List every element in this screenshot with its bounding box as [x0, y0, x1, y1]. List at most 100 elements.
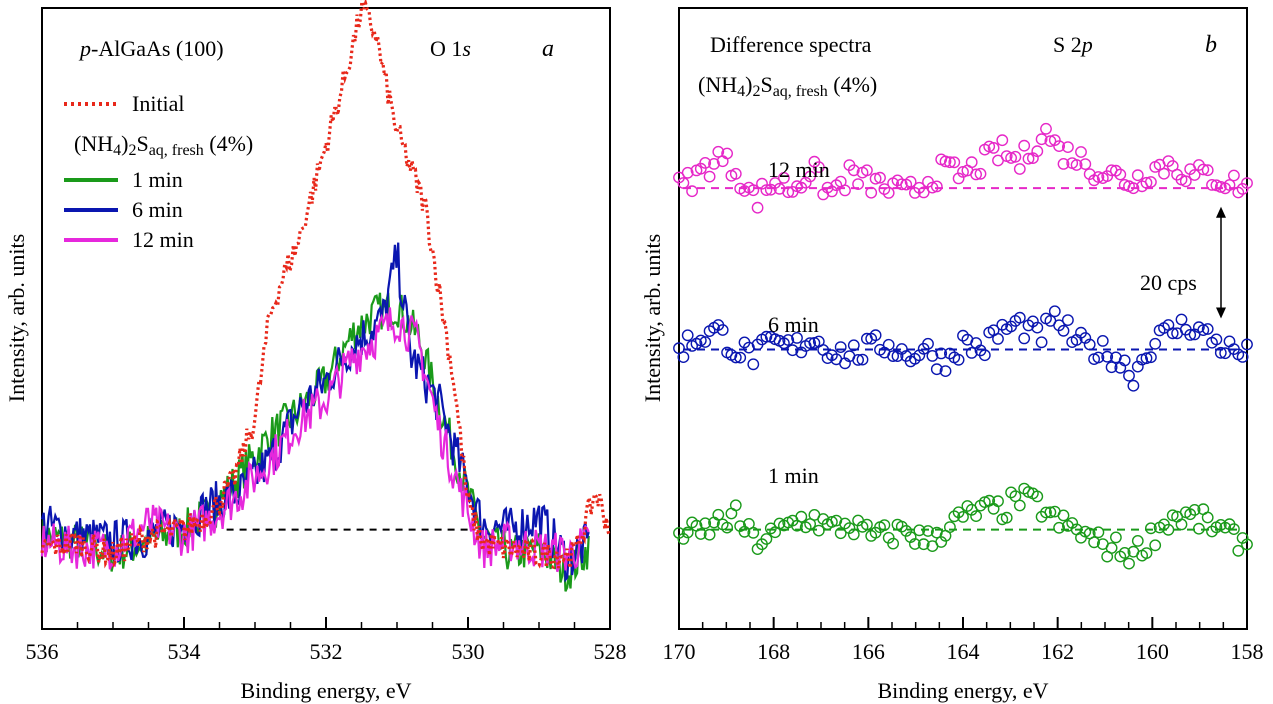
panel-b-tick-label: 158: [1231, 639, 1264, 664]
legend-6min-label: 6 min: [132, 197, 183, 222]
panel-b-point-12-min: [1075, 146, 1087, 158]
panel-b-point-12-min: [944, 156, 956, 169]
panel-b-point-1-min: [681, 526, 694, 539]
panel-b-point-1-min: [970, 510, 982, 522]
panel-b-point-12-min: [1040, 122, 1052, 135]
treatment-label-part: 4: [113, 142, 121, 159]
panel-b-ticks: [678, 617, 1248, 629]
panel-b-point-6-min: [681, 329, 694, 342]
panel-a-tick-label: 528: [594, 639, 627, 664]
series-initial-line: [40, 0, 612, 570]
panel-b-point-1-min: [1009, 490, 1022, 503]
panel-b-point-6-min: [1096, 334, 1109, 347]
panel-b-point-12-min: [812, 161, 825, 174]
panel-b-tick-label: 162: [1041, 639, 1074, 664]
panel-b-point-6-min: [760, 330, 773, 343]
panel-b-point-6-min: [1092, 351, 1105, 364]
panel-b-point-6-min: [1018, 332, 1031, 345]
treatment-label-part: ): [745, 72, 752, 97]
panel-b-point-6-min: [1062, 314, 1074, 326]
panel-b-point-12-min: [804, 170, 816, 183]
scale-bar-arrow-up-icon: [1216, 206, 1226, 218]
treatment-label-part: aq, fresh: [149, 142, 204, 159]
panel-b-core-main: S 2: [1053, 32, 1082, 57]
panel-b-point-12-min: [974, 167, 987, 180]
panel-b-point-12-min: [1018, 139, 1031, 152]
panel-b-point-12-min: [904, 175, 917, 188]
scale-bar-arrow-down-icon: [1216, 307, 1226, 319]
panel-b-point-12-min: [1009, 150, 1022, 163]
panel-b-point-1-min: [847, 528, 860, 541]
panel-b-point-1-min: [1053, 521, 1066, 534]
panel-b-point-12-min: [1013, 163, 1026, 175]
panel-b-point-1-min: [987, 502, 1000, 515]
panel-b-point-12-min: [930, 180, 943, 193]
panel-b-point-1-min: [834, 527, 847, 540]
panel-b-point-6-min: [1184, 328, 1197, 341]
panel-b-tick-label: 160: [1136, 639, 1169, 664]
panel-b-point-1-min: [1013, 499, 1026, 512]
panel-b-tick-label: 164: [947, 639, 980, 664]
panel-b-point-6-min: [1145, 351, 1157, 364]
panel-b-point-1-min: [1123, 557, 1135, 570]
panel-b-point-1-min: [1105, 542, 1118, 554]
panel-b-point-12-min: [874, 171, 886, 184]
panel-b-point-1-min: [1149, 539, 1162, 552]
panel-b-point-1-min: [1184, 508, 1197, 521]
treatment-label-part: S: [136, 131, 148, 156]
treatment-label-part: ): [121, 131, 128, 156]
panel-b-point-6-min: [1210, 333, 1223, 346]
panel-b-point-1-min: [957, 511, 969, 523]
panel-b-point-6-min: [1057, 324, 1070, 337]
panel-b-point-12-min: [1053, 140, 1066, 153]
panel-b-point-6-min: [786, 344, 799, 357]
legend-1min-label: 1 min: [132, 167, 183, 192]
panel-b-point-6-min: [782, 334, 795, 346]
panel-b-point-12-min: [1206, 178, 1218, 191]
panel-b-point-12-min: [1092, 171, 1105, 183]
panel-b-point-6-min: [834, 341, 847, 353]
panel-b-treatment-label: (NH4)2Saq, fresh (4%): [698, 72, 877, 100]
panel-b-point-1-min: [795, 510, 808, 523]
panel-b-point-12-min: [965, 156, 978, 169]
panel-b-point-12-min: [1140, 176, 1153, 189]
panel-b-point-1-min: [694, 528, 707, 540]
panel-b-point-6-min: [1127, 379, 1140, 392]
panel-b-point-6-min: [1035, 336, 1048, 349]
panel-a-tick-label: 530: [452, 639, 485, 664]
panel-b-point-1-min: [1140, 547, 1153, 559]
panel-b-point-12-min: [1188, 169, 1201, 181]
panel-b-point-12-min: [1145, 176, 1157, 188]
panel-b-point-6-min: [856, 353, 869, 366]
panel-b-point-1-min: [992, 495, 1004, 508]
panel-b-point-6-min: [677, 351, 690, 363]
panel-b-point-1-min: [887, 537, 899, 550]
panel-b-point-1-min: [935, 536, 948, 548]
panel-b-point-12-min: [996, 134, 1009, 147]
panel-b-letter: b: [1205, 32, 1217, 58]
panel-a-sample-label: p-AlGaAs (100): [78, 36, 224, 61]
panel-a-ticks: [41, 617, 611, 629]
panel-b-point-12-min: [1062, 141, 1074, 154]
panel-b-point-12-min: [782, 186, 795, 199]
panel-b-point-6-min: [1175, 313, 1188, 326]
panel-b-x-axis-label: Binding energy, eV: [877, 678, 1048, 703]
panel-b-point-1-min: [917, 538, 930, 551]
panel-b-point-1-min: [729, 499, 742, 512]
panel-a-x-axis-label: Binding energy, eV: [240, 678, 411, 703]
panel-b-point-12-min: [729, 167, 742, 180]
panel-b-tick-label: 166: [852, 639, 885, 664]
panel-a-core-main: O 1: [430, 36, 462, 61]
panel-b-point-12-min: [852, 178, 864, 191]
panel-b-point-12-min: [1035, 133, 1048, 146]
panel-b-point-1-min: [1201, 511, 1214, 524]
panel-b-point-12-min: [917, 186, 930, 199]
panel-b-series: [673, 122, 1253, 570]
panel-b-point-1-min: [760, 533, 773, 545]
panel-b-point-6-min: [869, 329, 882, 342]
panel-b-point-12-min: [1057, 157, 1070, 170]
panel-b-point-6-min: [1105, 361, 1118, 374]
panel-b-point-12-min: [708, 157, 720, 170]
treatment-label-part: (NH: [74, 131, 113, 156]
panel-b-point-12-min: [677, 177, 690, 189]
